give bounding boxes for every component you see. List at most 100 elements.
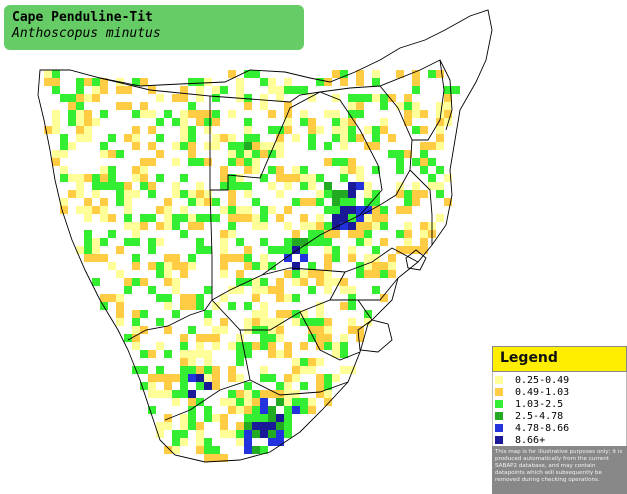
southern-africa-outline — [37, 9, 493, 463]
distribution-cell — [332, 110, 340, 118]
distribution-cell — [236, 374, 244, 382]
distribution-cell — [156, 94, 164, 102]
distribution-cell — [204, 78, 212, 86]
distribution-cell — [148, 238, 156, 246]
distribution-cell — [404, 222, 412, 230]
distribution-cell — [204, 246, 212, 254]
distribution-cell — [260, 406, 268, 414]
distribution-cell — [252, 414, 260, 422]
distribution-cell — [252, 158, 260, 166]
legend-swatch — [495, 400, 503, 408]
distribution-cell — [148, 350, 156, 358]
distribution-cell — [364, 94, 372, 102]
distribution-cell — [316, 198, 324, 206]
distribution-cell — [412, 70, 420, 78]
distribution-cell — [76, 174, 84, 182]
distribution-cell — [220, 294, 228, 302]
distribution-cell — [332, 278, 340, 286]
distribution-cell — [316, 222, 324, 230]
distribution-cell — [172, 262, 180, 270]
distribution-cell — [308, 198, 316, 206]
distribution-cell — [284, 398, 292, 406]
distribution-cell — [284, 102, 292, 110]
legend-range: 0.25-0.49 — [515, 374, 570, 386]
distribution-cell — [260, 334, 268, 342]
distribution-cell — [364, 222, 372, 230]
distribution-cell — [76, 110, 84, 118]
distribution-cell — [308, 182, 316, 190]
distribution-cell — [228, 302, 236, 310]
distribution-cell — [212, 214, 220, 222]
legend-item: 8.66+ — [495, 434, 545, 446]
distribution-cell — [100, 294, 108, 302]
distribution-cell — [220, 174, 228, 182]
distribution-cell — [132, 318, 140, 326]
distribution-cell — [348, 126, 356, 134]
distribution-cell — [188, 262, 196, 270]
legend-range: 0.49-1.03 — [515, 386, 570, 398]
distribution-cell — [196, 86, 204, 94]
distribution-cell — [116, 294, 124, 302]
distribution-cell — [228, 190, 236, 198]
distribution-cell — [300, 174, 308, 182]
distribution-cell — [244, 134, 252, 142]
distribution-cell — [276, 390, 284, 398]
distribution-cell — [276, 318, 284, 326]
distribution-cell — [268, 374, 276, 382]
distribution-cell — [92, 174, 100, 182]
distribution-cell — [196, 398, 204, 406]
distribution-cell — [84, 134, 92, 142]
distribution-cell — [396, 70, 404, 78]
distribution-cell — [276, 86, 284, 94]
distribution-cell — [68, 118, 76, 126]
distribution-cell — [348, 286, 356, 294]
distribution-cell — [412, 126, 420, 134]
distribution-cell — [140, 102, 148, 110]
distribution-cell — [236, 182, 244, 190]
distribution-cell — [356, 270, 364, 278]
distribution-cell — [228, 182, 236, 190]
distribution-cell — [148, 182, 156, 190]
distribution-cell — [156, 174, 164, 182]
distribution-cell — [244, 438, 252, 446]
distribution-cell — [148, 126, 156, 134]
distribution-cell — [236, 350, 244, 358]
distribution-cell — [132, 166, 140, 174]
distribution-cell — [84, 230, 92, 238]
distribution-cell — [364, 198, 372, 206]
distribution-cell — [188, 406, 196, 414]
distribution-cell — [116, 310, 124, 318]
distribution-cell — [180, 262, 188, 270]
distribution-cell — [268, 262, 276, 270]
distribution-cell — [420, 158, 428, 166]
distribution-cell — [236, 342, 244, 350]
species-scientific-name: Anthoscopus minutus — [12, 26, 161, 41]
distribution-cell — [244, 342, 252, 350]
distribution-cell — [156, 134, 164, 142]
distribution-cell — [324, 158, 332, 166]
distribution-cell — [356, 94, 364, 102]
distribution-cell — [196, 198, 204, 206]
distribution-cell — [380, 214, 388, 222]
distribution-cell — [252, 422, 260, 430]
distribution-cell — [108, 174, 116, 182]
distribution-cell — [300, 110, 308, 118]
distribution-cell — [276, 174, 284, 182]
distribution-cell — [148, 190, 156, 198]
distribution-cell — [172, 214, 180, 222]
distribution-cell — [340, 278, 348, 286]
distribution-cell — [324, 238, 332, 246]
distribution-cell — [172, 398, 180, 406]
distribution-cell — [292, 294, 300, 302]
distribution-cell — [180, 294, 188, 302]
distribution-cell — [324, 110, 332, 118]
distribution-cell — [188, 302, 196, 310]
distribution-cell — [188, 294, 196, 302]
distribution-cell — [284, 246, 292, 254]
distribution-cell — [316, 358, 324, 366]
distribution-cell — [100, 166, 108, 174]
distribution-cell — [84, 246, 92, 254]
distribution-cell — [68, 142, 76, 150]
distribution-cell — [236, 430, 244, 438]
distribution-cell — [300, 198, 308, 206]
